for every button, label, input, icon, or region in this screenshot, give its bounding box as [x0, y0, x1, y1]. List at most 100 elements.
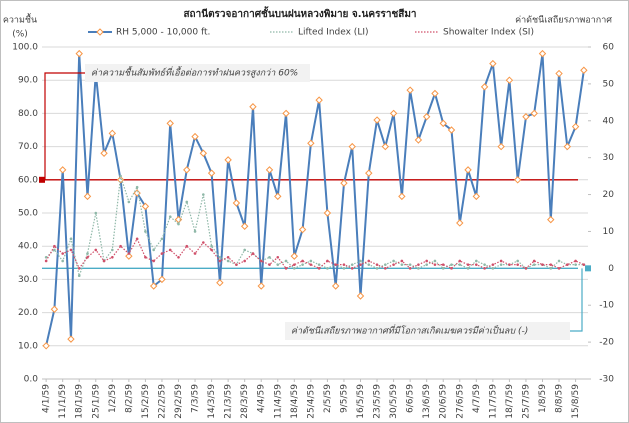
- data-point: [86, 252, 89, 255]
- data-point: [365, 169, 373, 177]
- data-point: [77, 267, 81, 270]
- data-point: [111, 248, 114, 252]
- data-point: [210, 244, 213, 248]
- data-point: [210, 248, 213, 252]
- data-point: [293, 267, 296, 270]
- data-point: [301, 263, 304, 266]
- data-point: [111, 255, 114, 259]
- data-point: [373, 116, 381, 124]
- y-tick-label: 90.0: [18, 76, 38, 86]
- y2-axis-label: ค่าดัชนีเสถียรภาพอากาศ: [515, 15, 612, 26]
- data-point: [480, 83, 489, 91]
- data-point: [431, 89, 439, 98]
- data-point: [75, 49, 83, 58]
- data-point: [513, 176, 522, 184]
- data-point: [342, 263, 346, 266]
- data-point: [400, 259, 404, 263]
- data-point: [475, 259, 478, 263]
- data-point: [108, 129, 117, 138]
- data-point: [116, 176, 125, 184]
- data-point: [317, 267, 321, 270]
- x-tick-label: 4/4/59: [257, 384, 267, 413]
- x-tick-label: 15/8/59: [571, 384, 581, 419]
- data-point: [491, 267, 495, 270]
- data-point: [392, 263, 395, 266]
- x-tick-label: 20/6/59: [439, 384, 449, 419]
- data-point: [67, 335, 75, 343]
- data-point: [185, 200, 189, 204]
- data-point: [183, 166, 191, 174]
- x-tick-label: 18/4/59: [290, 384, 300, 419]
- data-point: [298, 225, 307, 234]
- data-point: [530, 109, 538, 118]
- annotation-box: [285, 322, 570, 340]
- data-point: [334, 263, 337, 266]
- data-point: [100, 149, 108, 157]
- data-point: [516, 263, 519, 266]
- y-tick-label: 30.0: [18, 275, 38, 285]
- x-tick-label: 4/1/59: [42, 384, 52, 413]
- x-tick-label: 11/1/59: [58, 384, 68, 419]
- data-point: [218, 259, 222, 263]
- data-point: [202, 241, 205, 244]
- data-point: [499, 263, 503, 266]
- data-point: [42, 342, 50, 350]
- y-tick-label: 50.0: [18, 209, 38, 219]
- annotation-marker: [39, 176, 45, 183]
- x-tick-label: 25/7/59: [521, 384, 531, 419]
- data-point: [408, 263, 412, 266]
- data-point: [193, 230, 197, 233]
- data-point: [472, 192, 481, 201]
- data-point: [94, 248, 98, 252]
- data-point: [367, 263, 371, 266]
- data-point: [580, 66, 588, 74]
- x-tick-label: 28/3/59: [240, 384, 250, 419]
- data-point: [340, 179, 348, 187]
- data-point: [433, 259, 437, 263]
- data-point: [216, 279, 224, 287]
- data-point: [249, 103, 257, 111]
- data-point: [290, 252, 299, 260]
- data-point: [58, 166, 67, 174]
- data-point: [522, 113, 530, 121]
- legend-label: Showalter Index (SI): [443, 28, 534, 38]
- series-line: [45, 237, 585, 270]
- data-point: [400, 263, 404, 266]
- data-point: [450, 263, 453, 266]
- data-point: [257, 282, 265, 290]
- data-point: [240, 222, 249, 230]
- annotation-text: ค่าความชื้นสัมพัทธ์ที่เอื้อต่อการทำฝนควร…: [91, 66, 298, 79]
- data-point: [102, 259, 106, 263]
- x-tick-label: 25/4/59: [306, 384, 316, 419]
- y-tick-label: 70.0: [18, 142, 38, 152]
- data-point: [375, 267, 379, 270]
- y2-tick-label: -20: [599, 338, 614, 348]
- data-point: [177, 255, 180, 259]
- data-point: [392, 259, 395, 263]
- data-point: [563, 142, 572, 151]
- data-point: [497, 142, 505, 151]
- x-tick-label: 2/5/59: [323, 384, 333, 413]
- data-point: [50, 305, 59, 313]
- x-tick-label: 29/2/59: [174, 384, 184, 419]
- data-point: [389, 109, 398, 118]
- annotation-leader: [570, 268, 583, 332]
- y-tick-label: 80.0: [18, 109, 38, 119]
- data-point: [508, 263, 511, 266]
- data-point: [450, 267, 453, 270]
- y-tick-label: 40.0: [18, 242, 38, 252]
- data-point: [350, 263, 354, 266]
- data-point: [574, 259, 577, 263]
- x-tick-label: 18/1/59: [75, 384, 85, 419]
- data-point: [119, 174, 122, 178]
- data-point: [160, 237, 164, 241]
- data-point: [177, 222, 180, 226]
- data-point: [342, 267, 346, 270]
- y-tick-label: 20.0: [18, 308, 38, 318]
- data-point: [483, 267, 486, 270]
- data-point: [44, 259, 48, 263]
- data-point: [191, 132, 199, 141]
- data-point: [549, 263, 553, 266]
- data-point: [251, 252, 255, 255]
- data-point: [571, 122, 580, 131]
